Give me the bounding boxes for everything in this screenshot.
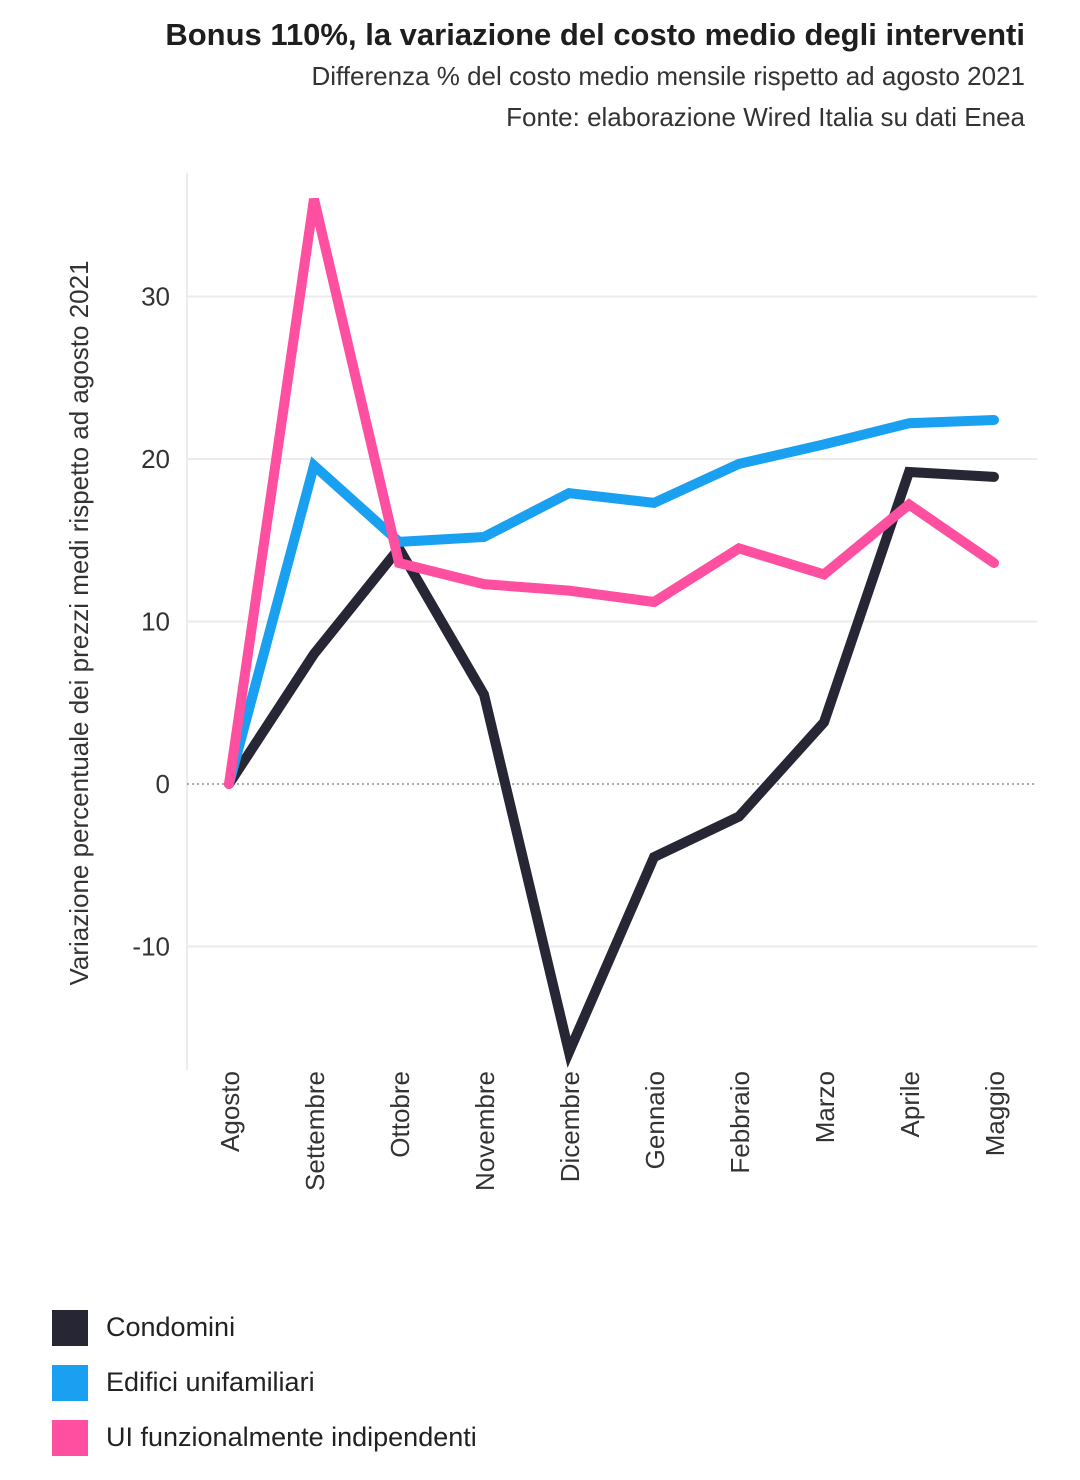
x-tick-label: Gennaio bbox=[640, 1071, 670, 1169]
data-point bbox=[483, 694, 485, 696]
data-point bbox=[993, 562, 995, 564]
data-point bbox=[483, 536, 485, 538]
legend-item: UI funzionalmente indipendenti bbox=[52, 1410, 477, 1465]
x-tick-label: Agosto bbox=[215, 1071, 245, 1152]
legend-swatch bbox=[52, 1364, 88, 1401]
data-point bbox=[738, 816, 740, 817]
chart-header: Bonus 110%, la variazione del costo medi… bbox=[165, 14, 1025, 138]
x-tick-label: Febbraio bbox=[725, 1071, 755, 1174]
legend-label: Edifici unifamiliari bbox=[106, 1367, 315, 1397]
chart-subtitle: Differenza % del costo medio mensile ris… bbox=[311, 61, 1026, 91]
chart-title: Bonus 110%, la variazione del costo medi… bbox=[165, 17, 1025, 52]
data-point bbox=[738, 463, 740, 465]
data-point bbox=[653, 856, 655, 858]
legend-item: Condomini bbox=[52, 1300, 477, 1355]
x-tick-label: Dicembre bbox=[555, 1071, 585, 1182]
data-point bbox=[908, 471, 910, 473]
x-tick-label: Aprile bbox=[895, 1071, 925, 1137]
gridlines bbox=[186, 172, 1037, 1071]
data-point bbox=[568, 1051, 570, 1053]
y-tick-label: 10 bbox=[141, 607, 170, 637]
data-point bbox=[653, 601, 655, 603]
data-point bbox=[398, 562, 400, 564]
legend-swatch bbox=[52, 1419, 88, 1456]
data-point bbox=[823, 573, 825, 575]
data-point bbox=[653, 502, 655, 504]
data-point bbox=[823, 721, 825, 723]
data-point bbox=[313, 198, 315, 200]
legend-swatch bbox=[52, 1309, 88, 1346]
data-point bbox=[908, 422, 910, 424]
y-tick-label: 0 bbox=[156, 769, 170, 799]
legend: Condomini Edifici unifamiliari UI funziona… bbox=[52, 1300, 477, 1465]
x-tick-label: Ottobre bbox=[385, 1071, 415, 1158]
series-line-edifici-unifamiliari bbox=[224, 415, 999, 789]
series-line-ui-funzionalmente-indipendenti bbox=[224, 197, 999, 789]
data-point bbox=[313, 653, 315, 655]
x-tick-label: Novembre bbox=[470, 1071, 500, 1191]
data-point bbox=[738, 547, 740, 549]
y-tick-label: -10 bbox=[132, 932, 170, 962]
data-point bbox=[993, 419, 995, 421]
x-tick-label: Settembre bbox=[300, 1071, 330, 1191]
legend-item: Edifici unifamiliari bbox=[52, 1355, 477, 1410]
data-point bbox=[568, 590, 570, 592]
line-chart: -10 0 10 20 30 Agosto Settembre Ottobre Novembr… bbox=[64, 172, 1037, 1191]
data-point bbox=[313, 465, 315, 466]
y-tick-label: 20 bbox=[141, 444, 170, 474]
data-point bbox=[908, 504, 910, 505]
x-axis: Agosto Settembre Ottobre Novembre Dicembre Ge… bbox=[215, 1071, 1010, 1191]
data-point bbox=[568, 492, 570, 494]
legend-label: UI funzionalmente indipendenti bbox=[106, 1422, 477, 1452]
y-tick-label: 30 bbox=[141, 282, 170, 312]
y-axis: -10 0 10 20 30 bbox=[132, 282, 170, 962]
y-axis-label: Variazione percentuale dei prezzi medi r… bbox=[64, 260, 94, 985]
series-line-condomini bbox=[224, 466, 999, 1068]
chart-source: Fonte: elaborazione Wired Italia su dati… bbox=[506, 102, 1025, 132]
series-lines bbox=[224, 197, 999, 1068]
x-tick-label: Maggio bbox=[980, 1071, 1010, 1156]
data-point bbox=[823, 443, 825, 445]
legend-label: Condomini bbox=[106, 1312, 236, 1342]
data-point bbox=[228, 783, 230, 785]
data-point bbox=[993, 476, 995, 478]
data-point bbox=[483, 583, 485, 585]
x-tick-label: Marzo bbox=[810, 1071, 840, 1143]
